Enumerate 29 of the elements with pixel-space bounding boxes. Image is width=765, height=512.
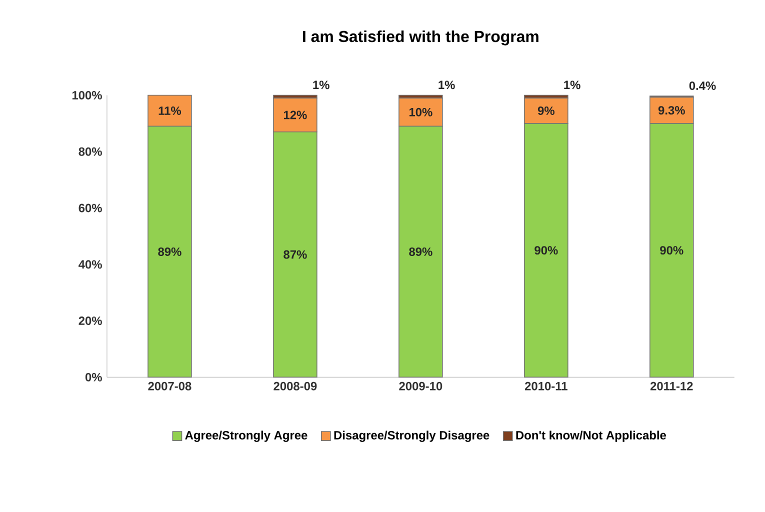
y-tick-label: 80%: [78, 147, 102, 156]
data-label: 10%: [409, 108, 432, 116]
data-label: 89%: [409, 247, 432, 256]
x-tick-label: 2011-12: [650, 382, 693, 390]
legend-label: Agree/Strongly Agree: [185, 430, 308, 442]
data-label: 0.4%: [689, 81, 716, 90]
x-tick-label: 2010-11: [524, 382, 568, 390]
data-label: 11%: [158, 106, 182, 115]
legend-label: Don't know/Not Applicable: [516, 430, 666, 442]
data-label: 9%: [538, 106, 554, 115]
data-label: 90%: [660, 246, 684, 254]
y-tick-label: 60%: [78, 204, 102, 212]
legend-label: Disagree/Strongly Disagree: [334, 430, 490, 442]
data-label: 90%: [534, 246, 558, 254]
data-label: 1%: [564, 80, 580, 90]
chart-title: I am Satisfied with the Program: [303, 30, 538, 46]
y-tick-label: 40%: [78, 260, 102, 269]
data-label: 87%: [284, 250, 307, 259]
data-label: 1%: [438, 80, 455, 90]
y-tick-label: 0%: [85, 372, 102, 382]
data-label: 89%: [158, 247, 182, 256]
x-tick-label: 2009-10: [399, 382, 442, 390]
x-tick-label: 2007-08: [148, 382, 192, 390]
data-label: 1%: [313, 80, 330, 90]
y-tick-label: 100%: [72, 90, 102, 100]
data-label: 9.3%: [658, 106, 685, 114]
x-tick-label: 2008-09: [274, 382, 317, 390]
y-tick-label: 20%: [78, 316, 102, 325]
data-label: 12%: [284, 110, 307, 120]
